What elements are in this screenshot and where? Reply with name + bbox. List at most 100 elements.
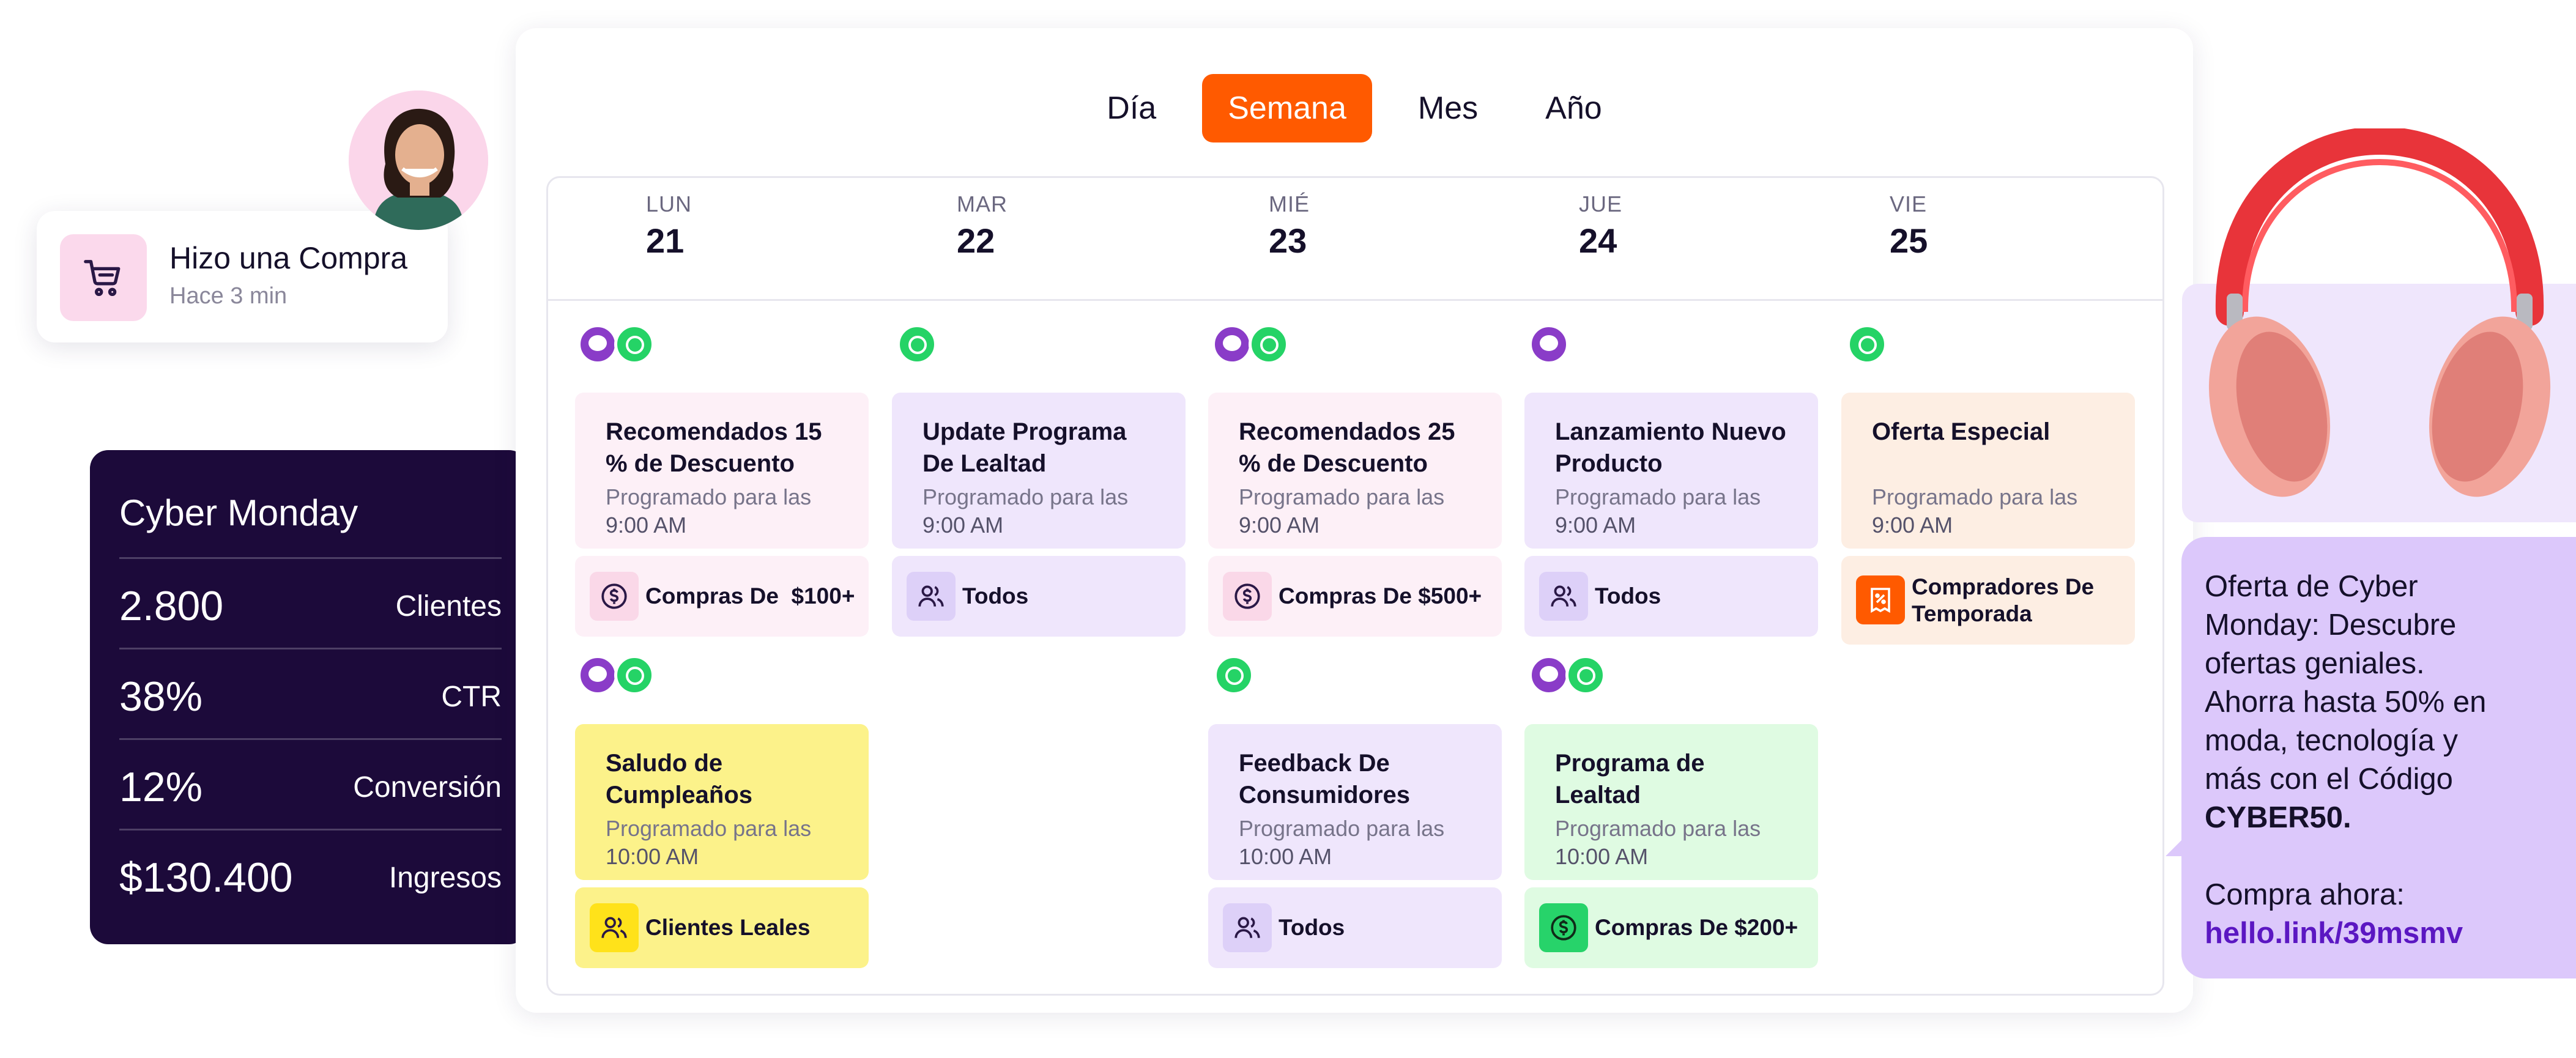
scheduled-time: 9:00 AM (922, 512, 1004, 538)
day-header-lun: LUN 21 (646, 191, 692, 261)
tab-ano[interactable]: Año (1545, 91, 1602, 126)
chat-icon (1529, 655, 1569, 695)
scheduled-time: 9:00 AM (1872, 512, 1953, 538)
campaign-card[interactable]: Recomendados 15 % de Descuento Programad… (575, 393, 869, 549)
scheduled-label: Programado para las (922, 484, 1129, 509)
campaign-card[interactable]: Oferta Especial Programado para las 9:00… (1841, 393, 2135, 549)
campaign-title: Recomendados 15 (606, 418, 822, 445)
scheduled-time: 10:00 AM (606, 844, 699, 869)
campaign-card[interactable]: Update Programa De Lealtad Programado pa… (892, 393, 1186, 549)
promo-code: CYBER50. (2205, 801, 2351, 834)
campaign-title: De Lealtad (922, 450, 1047, 477)
view-tabs: Día Semana Mes Año (516, 74, 2193, 142)
segment-label: Todos (1595, 583, 1661, 609)
stat-row-ingresos: $130.400 Ingresos (119, 829, 502, 919)
segment-chip[interactable]: Compras De $500+ (1208, 556, 1502, 637)
scheduled-label: Programado para las (1239, 484, 1445, 509)
cyber-monday-stats-card: Cyber Monday 2.800 Clientes 38% CTR 12% … (90, 450, 527, 944)
message-link[interactable]: hello.link/39msmv (2205, 917, 2463, 950)
campaign-title: Consumidores (1239, 782, 1411, 808)
segment-label-line: Compradores De (1912, 574, 2095, 599)
day-number: 22 (957, 221, 995, 260)
day-header-vie: VIE 25 (1890, 191, 1928, 261)
users-icon (590, 903, 639, 952)
segment-label: Clientes Leales (645, 915, 811, 940)
scheduled-label: Programado para las (1239, 816, 1445, 841)
scheduled-time: 9:00 AM (606, 512, 687, 538)
users-icon (1539, 572, 1588, 621)
tab-mes[interactable]: Mes (1417, 91, 1479, 126)
stat-label: Ingresos (388, 862, 502, 894)
calendar-panel: Día Semana Mes Año LUN 21 MAR 22 MIÉ 23 JUE… (516, 28, 2193, 1013)
campaign-title: Saludo de (606, 750, 723, 777)
segment-chip[interactable]: Compras De $100+ (575, 556, 869, 637)
segment-chip[interactable]: Todos (892, 556, 1186, 637)
campaign-title: % de Descuento (1239, 450, 1428, 477)
scheduled-time: 9:00 AM (1555, 512, 1636, 538)
notification-time: Hace 3 min (169, 283, 288, 309)
stat-value: $130.400 (119, 854, 293, 901)
campaign-card[interactable]: Programa de Lealtad Programado para las … (1524, 724, 1818, 880)
scheduled-time: 9:00 AM (1239, 512, 1320, 538)
segment-label: Compras De $500+ (1279, 583, 1482, 609)
campaign-title: % de Descuento (606, 450, 795, 477)
dollar-icon (1223, 572, 1272, 621)
segment-label: Todos (1279, 915, 1345, 940)
scheduled-time: 10:00 AM (1555, 844, 1649, 869)
dollar-icon (1539, 903, 1588, 952)
campaign-card[interactable]: Saludo de Cumpleaños Programado para las… (575, 724, 869, 880)
day-number: 25 (1890, 221, 1928, 260)
campaign-title: Recomendados 25 (1239, 418, 1455, 445)
notification-title: Hizo una Compra (169, 241, 408, 275)
scheduled-time: 10:00 AM (1239, 844, 1332, 869)
tab-dia[interactable]: Día (1107, 91, 1157, 126)
campaign-title (1872, 448, 2104, 479)
segment-label: Compras De $200+ (1595, 915, 1798, 940)
scheduled-label: Programado para las (1872, 484, 2078, 509)
stat-row-clientes: 2.800 Clientes (119, 557, 502, 648)
stat-row-conversion: 12% Conversión (119, 738, 502, 829)
campaign-card[interactable]: Lanzamiento Nuevo Producto Programado pa… (1524, 393, 1818, 549)
segment-chip[interactable]: Compras De $200+ (1524, 887, 1818, 968)
headphones-image (2202, 126, 2557, 508)
week-grid: LUN 21 MAR 22 MIÉ 23 JUE 24 VIE 25 (546, 176, 2164, 996)
day-number: 21 (646, 221, 685, 260)
campaign-title: Feedback De (1239, 750, 1390, 777)
segment-chip[interactable]: Clientes Leales (575, 887, 869, 968)
message-text: Monday: Descubre (2205, 609, 2457, 642)
day-of-week: MIÉ (1269, 191, 1310, 216)
scheduled-label: Programado para las (606, 816, 812, 841)
users-icon (907, 572, 956, 621)
message-text: moda, tecnología y (2205, 724, 2459, 757)
whatsapp-icon (614, 655, 655, 695)
scheduled-label: Programado para las (1555, 484, 1761, 509)
segment-label: Compradores De Temporada (1912, 574, 2094, 627)
dollar-icon (590, 572, 639, 621)
users-icon (1223, 903, 1272, 952)
chat-icon (1212, 324, 1252, 364)
segment-label: Todos (962, 583, 1029, 609)
day-number: 23 (1269, 221, 1307, 260)
stat-label: CTR (441, 681, 502, 713)
avatar (349, 91, 488, 230)
tab-semana[interactable]: Semana (1202, 74, 1372, 142)
segment-chip[interactable]: Todos (1524, 556, 1818, 637)
segment-label: Compras De $100+ (645, 583, 855, 609)
coupon-icon (1856, 575, 1905, 624)
message-bubble: Oferta de Cyber Monday: Descubre ofertas… (2181, 537, 2576, 978)
day-of-week: MAR (957, 191, 1008, 216)
day-header-jue: JUE 24 (1579, 191, 1622, 261)
campaign-card[interactable]: Recomendados 25 % de Descuento Programad… (1208, 393, 1502, 549)
day-of-week: JUE (1579, 191, 1623, 216)
week-header: LUN 21 MAR 22 MIÉ 23 JUE 24 VIE 25 (548, 178, 2162, 301)
purchase-notification: Hizo una Compra Hace 3 min (37, 211, 448, 342)
campaign-card[interactable]: Feedback De Consumidores Programado para… (1208, 724, 1502, 880)
scheduled-label: Programado para las (606, 484, 812, 509)
cart-icon (60, 234, 147, 321)
segment-chip[interactable]: Todos (1208, 887, 1502, 968)
stat-value: 38% (119, 673, 203, 720)
segment-chip[interactable]: Compradores De Temporada (1841, 556, 2135, 645)
day-of-week: LUN (646, 191, 692, 216)
chat-icon (1529, 324, 1569, 364)
whatsapp-icon (897, 324, 937, 364)
